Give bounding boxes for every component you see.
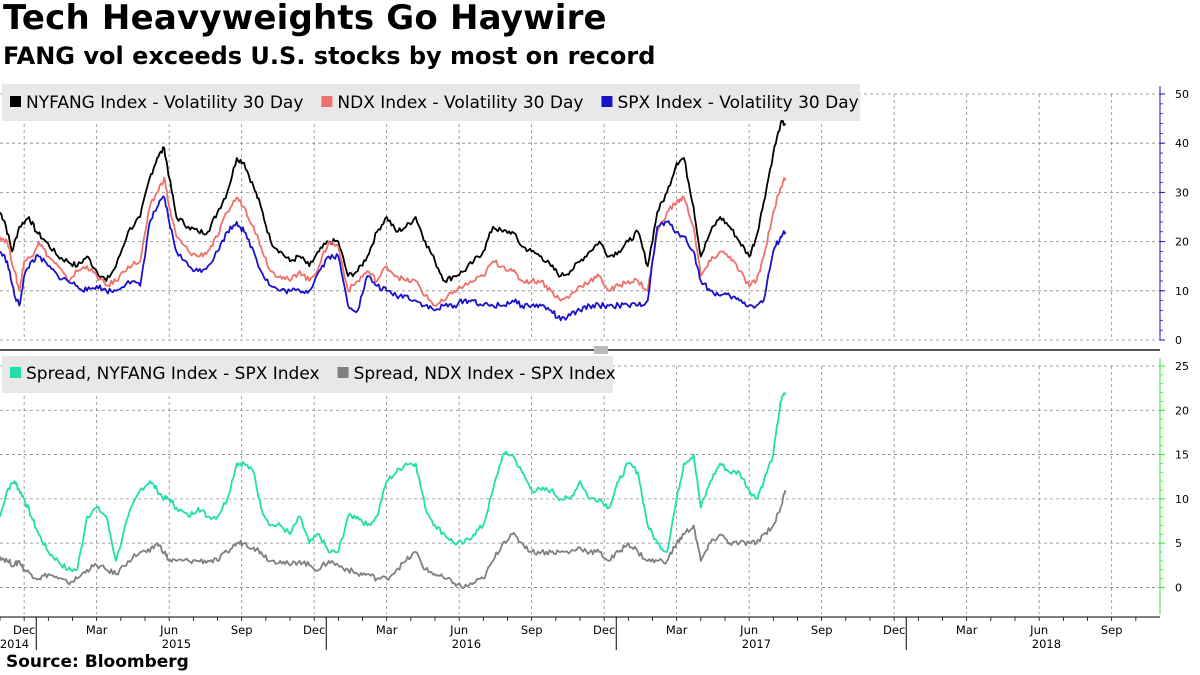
- top-gridlines: [0, 93, 1160, 341]
- top-ytick-label-3: 30: [1175, 186, 1189, 199]
- bottom-legend: Spread, NYFANG Index - SPX Index Spread, …: [10, 364, 616, 384]
- top-ytick-label-5: 50: [1175, 88, 1189, 101]
- bottom-series-line-1: [0, 489, 787, 589]
- x-month-label-4: Dec: [303, 623, 325, 637]
- top-legend-label-0: NYFANG Index - Volatility 30 Day: [26, 93, 303, 113]
- x-month-label-11: Sep: [811, 623, 833, 637]
- bottom-ytick-label-5: 25: [1175, 360, 1189, 373]
- x-month-label-7: Sep: [521, 623, 543, 637]
- top-legend-swatch-1: [321, 96, 333, 107]
- x-month-label-12: Dec: [883, 623, 905, 637]
- bottom-legend-swatch-0: [10, 367, 21, 378]
- bottom-legend-swatch-1: [337, 367, 349, 378]
- top-series-line-1: [0, 176, 787, 307]
- bottom-ytick-label-0: 0: [1175, 581, 1182, 594]
- bottom-ytick-label-2: 10: [1175, 493, 1189, 506]
- spread-panel: 0 5 10 15 20 25 Spread, NYFANG Index - SPX In…: [0, 356, 1189, 614]
- panel-divider-handle[interactable]: [594, 346, 608, 354]
- top-legend-label-2: SPX Index - Volatility 30 Day: [617, 93, 858, 113]
- chart-subtitle: FANG vol exceeds U.S. stocks by most on …: [3, 42, 656, 70]
- x-month-label-15: Sep: [1101, 623, 1123, 637]
- x-year-label-1: 2015: [162, 637, 191, 651]
- x-month-label-1: Mar: [86, 623, 108, 637]
- top-ytick-label-4: 40: [1175, 137, 1189, 150]
- top-legend-swatch-2: [601, 96, 613, 107]
- top-y-axis: 0 10 20 30 40 50: [1159, 86, 1189, 347]
- x-month-label-10: Jun: [739, 623, 758, 637]
- top-series-line-2: [0, 195, 787, 322]
- x-month-label-14: Jun: [1029, 623, 1048, 637]
- top-series: [0, 119, 787, 322]
- bottom-legend-label-0: Spread, NYFANG Index - SPX Index: [26, 364, 320, 384]
- top-series-line-0: [0, 119, 787, 284]
- x-month-label-6: Jun: [449, 623, 468, 637]
- chart-title: Tech Heavyweights Go Haywire: [3, 0, 607, 38]
- x-year-label-2: 2016: [452, 637, 481, 651]
- volatility-panel: 0 10 20 30 40 50 NYFANG Index - Volatility 30…: [0, 84, 1189, 354]
- x-month-label-8: Dec: [593, 623, 615, 637]
- top-legend-box: [2, 84, 860, 121]
- x-month-label-2: Jun: [159, 623, 178, 637]
- bottom-ytick-label-1: 5: [1175, 537, 1182, 550]
- bottom-ytick-label-3: 15: [1175, 449, 1189, 462]
- top-legend-swatch-0: [10, 96, 21, 107]
- x-month-label-5: Mar: [376, 623, 398, 637]
- top-ytick-label-2: 20: [1175, 236, 1189, 249]
- top-ytick-label-1: 10: [1175, 285, 1189, 298]
- top-ytick-label-0: 0: [1175, 334, 1182, 347]
- source-note: Source: Bloomberg: [6, 652, 189, 672]
- x-year-label-4: 2018: [1032, 637, 1061, 651]
- bottom-series-line-0: [0, 392, 787, 573]
- bottom-legend-box: [2, 356, 613, 393]
- x-year-label-3: 2017: [742, 637, 771, 651]
- x-month-label-3: Sep: [231, 623, 253, 637]
- bottom-gridlines: [0, 365, 1160, 614]
- x-year-label-0: 2014: [0, 637, 29, 651]
- top-legend-label-1: NDX Index - Volatility 30 Day: [337, 93, 583, 113]
- x-month-label-9: Mar: [666, 623, 688, 637]
- x-month-label-0: Dec: [13, 623, 35, 637]
- x-month-label-13: Mar: [956, 623, 978, 637]
- top-legend: NYFANG Index - Volatility 30 Day NDX Inde…: [10, 93, 859, 113]
- bottom-series: [0, 392, 787, 589]
- bottom-legend-label-1: Spread, NDX Index - SPX Index: [354, 364, 616, 384]
- x-axis: Dec Mar Jun Sep Dec Mar Jun Sep Dec Mar Jun Sep Dec M…: [0, 616, 1160, 651]
- bottom-ytick-label-4: 20: [1175, 404, 1189, 417]
- bottom-y-axis: 0 5 10 15 20 25: [1159, 358, 1189, 614]
